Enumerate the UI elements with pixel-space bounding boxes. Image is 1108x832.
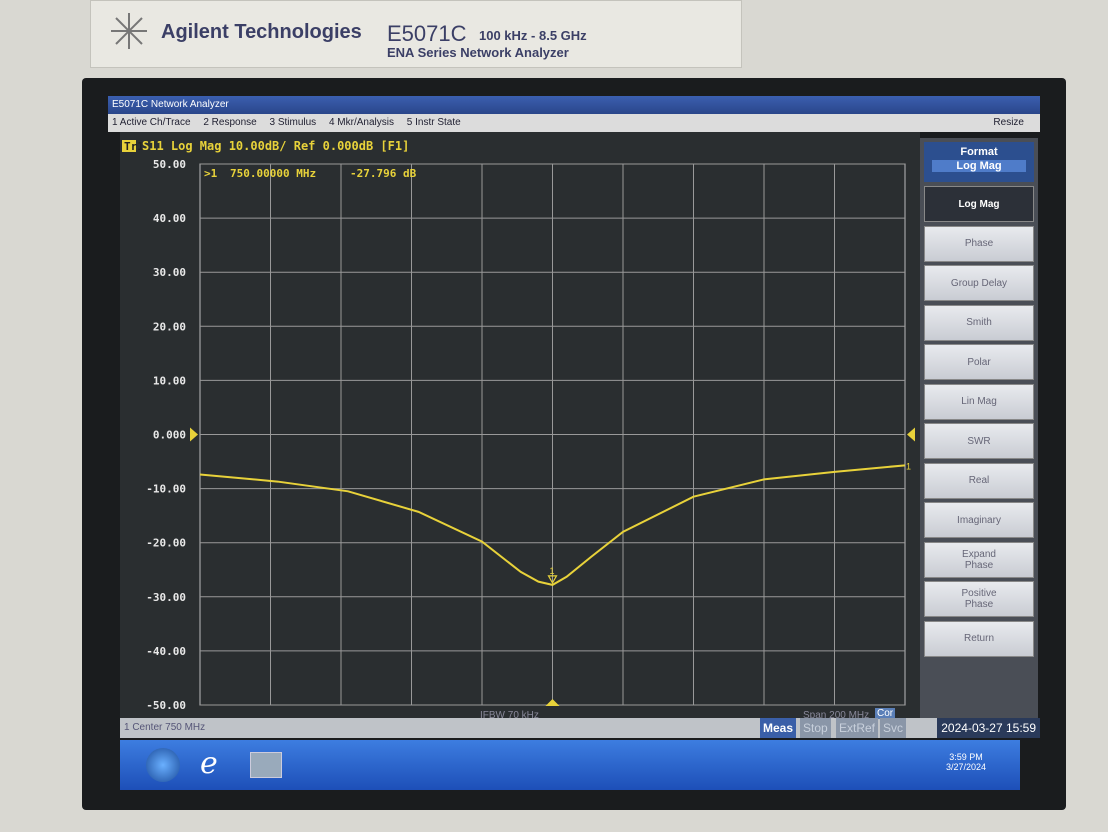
menu-item[interactable]: 1 Active Ch/Trace — [112, 117, 191, 128]
status-flag: Stop — [800, 718, 831, 738]
center-freq: 1 Center 750 MHz — [124, 722, 206, 733]
start-button[interactable] — [146, 748, 180, 782]
y-tick-label: -50.00 — [146, 699, 186, 712]
marker-tag: 1 — [550, 566, 555, 576]
brand: Agilent Technologies — [161, 21, 362, 43]
chart-title: S11 Log Mag 10.00dB/ Ref 0.000dB [F1] — [142, 139, 409, 153]
y-tick-label: -10.00 — [146, 483, 186, 496]
trace-end-tag: 1 — [906, 461, 911, 471]
softkey[interactable]: Imaginary — [924, 502, 1034, 538]
softkey[interactable]: Polar — [924, 344, 1034, 380]
span: Span 200 MHz — [803, 710, 870, 721]
app-icon[interactable] — [250, 752, 282, 778]
logo — [109, 11, 149, 51]
status-flag: Svc — [880, 718, 907, 738]
softkey[interactable]: Phase — [924, 225, 1034, 262]
trace-tag: Tr1 — [124, 140, 144, 153]
softkey[interactable]: Real — [924, 462, 1034, 499]
y-tick-label: 30.00 — [153, 266, 186, 279]
y-tick-label: -30.00 — [146, 591, 186, 604]
softkey-current: Log Mag — [932, 160, 1026, 172]
chart: Tr1 S11 Log Mag 10.00dB/ Ref 0.000dB [F1… — [120, 132, 920, 718]
marker-readout-label: >1 — [204, 167, 218, 180]
marker-readout-x: 750.00000 MHz — [230, 167, 316, 180]
ref-pointer — [190, 427, 198, 442]
cor: Cor — [875, 708, 896, 719]
clock-date: 3/27/2024 — [945, 762, 986, 772]
taskbar: e 3:59 PM 3/27/2024 — [120, 740, 1020, 790]
y-tick-label: 20.00 — [153, 320, 186, 333]
softkey[interactable]: Expand Phase — [924, 541, 1034, 578]
softkey[interactable]: Lin Mag — [924, 383, 1034, 420]
marker-readout-value: -27.796 dB — [350, 167, 417, 180]
menu-item[interactable]: 2 Response — [203, 117, 257, 128]
softkey[interactable]: Group Delay — [924, 265, 1034, 301]
datetime: 2024-03-27 15:59 — [937, 718, 1040, 738]
trace-tag-box — [122, 140, 136, 152]
softkey-panel: Format Log Mag Log Mag Phase Group Delay Sm… — [920, 138, 1038, 718]
softkey[interactable]: Return — [924, 620, 1034, 657]
marker — [547, 575, 558, 585]
softkey-title: Format — [960, 146, 998, 158]
menu-item[interactable]: 5 Instr State — [406, 117, 461, 128]
ref-pointer — [907, 427, 915, 442]
y-tick-label: -20.00 — [146, 537, 186, 550]
resize[interactable]: Resize — [993, 117, 1024, 128]
logo-icon — [111, 13, 147, 49]
softkey[interactable]: Positive Phase — [924, 581, 1034, 617]
series: ENA Series Network Analyzer — [387, 45, 569, 60]
softkey[interactable]: SWR — [924, 423, 1034, 459]
range: 100 kHz - 8.5 GHz — [479, 28, 587, 43]
y-tick-label: -40.00 — [146, 645, 186, 658]
stimulus-pointer — [545, 699, 560, 706]
y-tick-label: 40.00 — [153, 212, 186, 225]
softkey-header: Format Log Mag — [924, 142, 1034, 182]
ie-icon[interactable]: e — [200, 746, 218, 781]
softkey[interactable]: Log Mag — [924, 186, 1034, 222]
y-tick-label: 10.00 — [153, 374, 186, 387]
softkey[interactable]: Smith — [924, 304, 1034, 341]
menu-bar: 1 Active Ch/Trace 2 Response 3 Stimulus … — [108, 114, 1040, 132]
brand-plate: Agilent Technologies E5071C 100 kHz - 8.… — [90, 0, 742, 68]
clock: 3:59 PM 3/27/2024 — [946, 752, 986, 772]
model: E5071C — [387, 21, 467, 46]
status-bar: 1 Center 750 MHz IFBW 70 kHz Span 200 MHz C… — [120, 708, 1040, 738]
status-flag: Meas — [760, 718, 797, 738]
status-flag: ExtRef — [836, 718, 879, 738]
menu-item[interactable]: 3 Stimulus — [269, 117, 317, 128]
clock-time: 3:59 PM — [949, 752, 983, 762]
plot-background — [120, 132, 920, 718]
trace — [199, 464, 906, 586]
ifbw: IFBW 70 kHz — [480, 710, 539, 721]
y-tick-label: 50.00 — [153, 158, 186, 171]
window-title: E5071C Network Analyzer — [108, 96, 1040, 114]
y-tick-label: 0.000 — [153, 429, 186, 442]
menu-item[interactable]: 4 Mkr/Analysis — [328, 117, 394, 128]
